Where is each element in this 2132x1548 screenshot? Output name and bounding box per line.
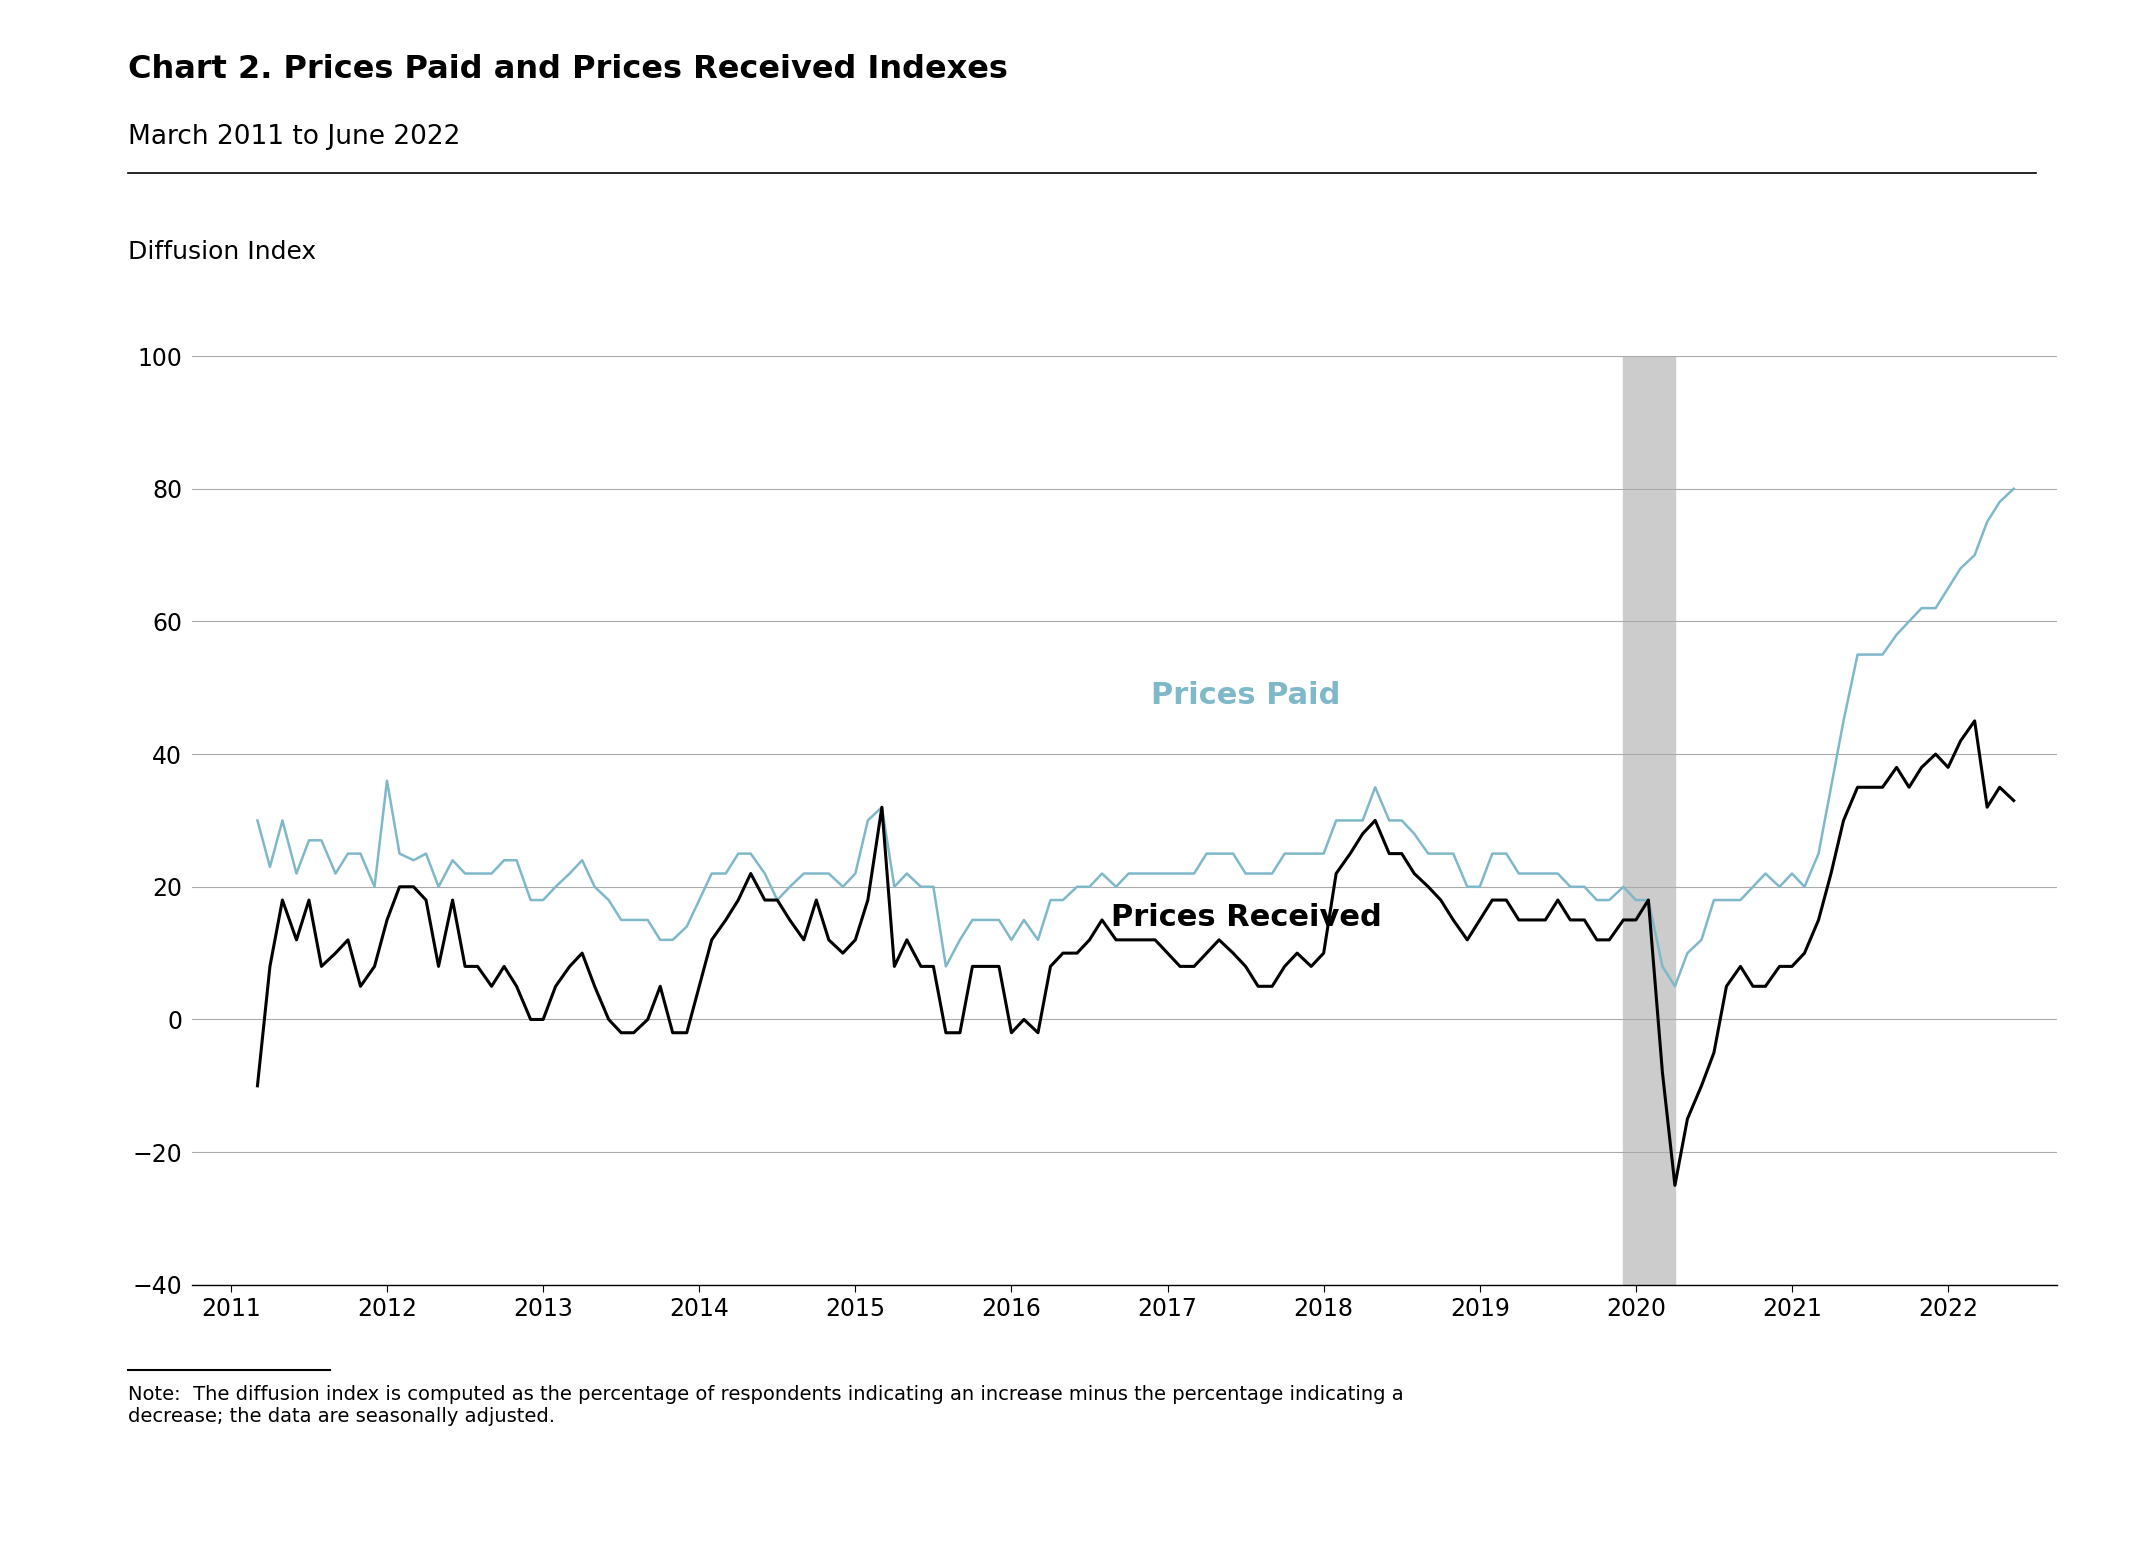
Text: March 2011 to June 2022: March 2011 to June 2022 — [128, 124, 461, 150]
Text: Prices Paid: Prices Paid — [1151, 681, 1341, 709]
Text: Diffusion Index: Diffusion Index — [128, 240, 316, 265]
Text: Chart 2. Prices Paid and Prices Received Indexes: Chart 2. Prices Paid and Prices Received… — [128, 54, 1008, 85]
Text: Prices Received: Prices Received — [1111, 904, 1382, 932]
Bar — [1622, 356, 1676, 1285]
Text: Note:  The diffusion index is computed as the percentage of respondents indicati: Note: The diffusion index is computed as… — [128, 1385, 1403, 1426]
